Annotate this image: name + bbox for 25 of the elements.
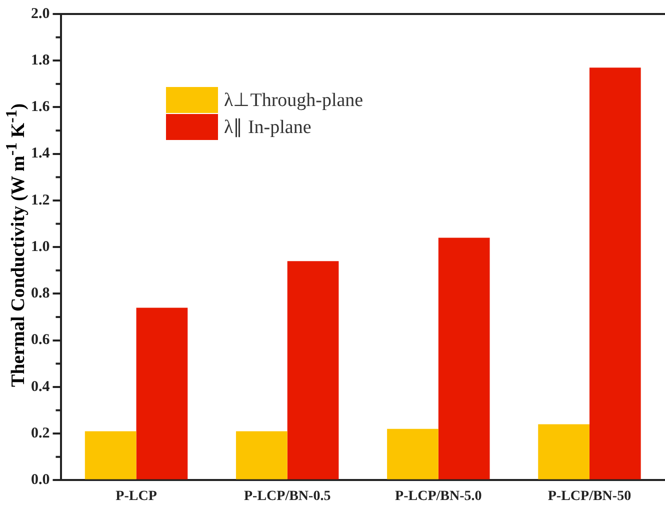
y-tick-label: 0.4 xyxy=(31,378,50,395)
bar xyxy=(236,431,288,480)
bar xyxy=(84,431,136,480)
y-tick-label: 0.2 xyxy=(31,425,50,442)
y-tick-label: 0.6 xyxy=(31,332,50,348)
legend-label: λ∥ In-plane xyxy=(224,116,312,138)
bar xyxy=(287,261,339,480)
y-tick-label: 1.2 xyxy=(31,192,50,208)
bar xyxy=(136,308,188,480)
x-tick-label: P-LCP/BN-50 xyxy=(548,489,632,504)
y-tick-label: 1.0 xyxy=(31,238,50,255)
bar xyxy=(538,424,590,480)
bar xyxy=(387,428,438,480)
x-tick-label: P-LCP xyxy=(116,489,158,504)
bar xyxy=(589,68,641,480)
y-tick-label: 1.8 xyxy=(31,52,50,68)
y-tick-label: 1.4 xyxy=(31,146,50,162)
legend-label: λ⊥Through-plane xyxy=(224,88,364,112)
y-tick-label: 0.0 xyxy=(31,472,50,488)
x-tick-label: P-LCP/BN-5.0 xyxy=(395,489,482,504)
bar xyxy=(438,238,490,480)
y-tick-label: 0.8 xyxy=(31,286,50,302)
y-tick-label: 2.0 xyxy=(31,6,50,22)
x-tick-label: P-LCP/BN-0.5 xyxy=(244,489,331,504)
y-tick-label: 1.6 xyxy=(31,99,50,116)
